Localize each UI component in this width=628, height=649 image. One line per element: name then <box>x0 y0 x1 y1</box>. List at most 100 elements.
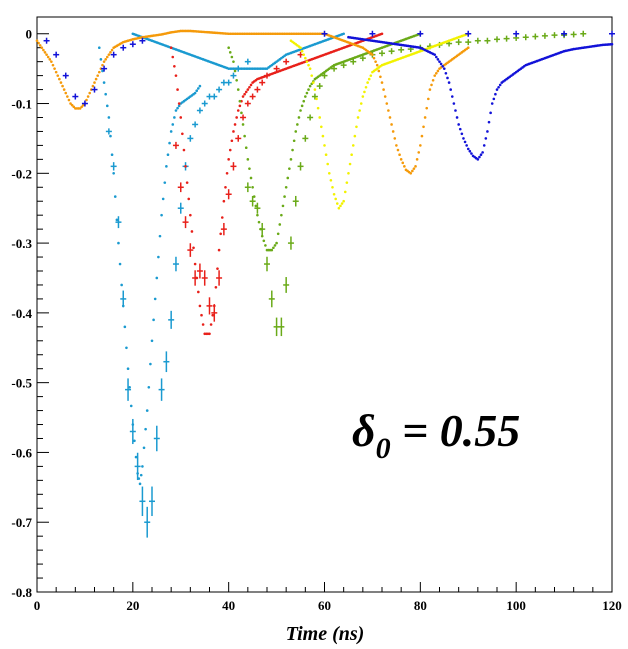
sim-point <box>382 88 385 91</box>
y-tick-label: -0.6 <box>11 445 32 460</box>
sim-point <box>112 172 115 175</box>
sim-point <box>145 409 149 412</box>
sim-point <box>99 58 103 61</box>
sim-point <box>42 48 45 52</box>
sim-point <box>463 140 467 144</box>
sim-point <box>97 70 101 74</box>
sim-point <box>82 103 85 107</box>
sim-point <box>359 102 363 105</box>
sim-point <box>316 106 320 110</box>
sim-point <box>320 125 323 129</box>
sim-point <box>94 77 98 81</box>
sim-point <box>67 98 71 102</box>
sim-point <box>476 158 480 161</box>
sim-point <box>478 155 481 159</box>
sim-point <box>225 172 229 175</box>
sim-point <box>307 63 310 67</box>
sim-point <box>423 116 427 119</box>
sim-point <box>93 81 96 84</box>
sim-point <box>449 88 452 91</box>
sim-point <box>160 213 163 217</box>
sim-point <box>51 63 55 67</box>
sim-point <box>37 41 40 45</box>
sim-point <box>312 81 315 84</box>
x-tick-label: 80 <box>414 598 427 613</box>
sim-point <box>375 63 379 67</box>
sim-point <box>264 244 267 247</box>
sim-point <box>498 83 502 87</box>
sim-point <box>444 71 448 75</box>
sim-point <box>460 132 464 136</box>
sim-point <box>486 130 489 133</box>
sim-point <box>187 197 191 201</box>
sim-point <box>377 69 381 73</box>
sim-point <box>177 102 181 105</box>
sim-point <box>248 85 251 89</box>
sim-point <box>184 165 187 168</box>
sim-point <box>272 246 275 250</box>
sim-point <box>465 144 468 147</box>
sim-point <box>185 181 189 184</box>
sim-point <box>56 74 60 77</box>
sim-point <box>251 185 254 189</box>
sim-point <box>291 148 294 152</box>
sim-point <box>436 69 440 73</box>
sim-point <box>610 42 614 46</box>
sim-point <box>342 199 345 203</box>
sim-point <box>243 134 246 138</box>
sim-point <box>390 123 393 126</box>
sim-point <box>313 88 317 91</box>
sim-point <box>123 325 127 329</box>
sim-point <box>173 65 176 68</box>
series-3 <box>172 51 304 322</box>
sim-point <box>230 55 234 59</box>
sim-point <box>329 178 333 182</box>
sim-point <box>125 346 128 350</box>
sim-point <box>244 90 248 94</box>
sim-point <box>462 137 465 140</box>
sim-point <box>147 386 151 389</box>
sim-point <box>195 89 199 93</box>
sim-point <box>457 123 460 126</box>
sim-point <box>149 362 152 366</box>
sim-point <box>174 74 178 77</box>
sim-point <box>412 167 416 170</box>
sim-point <box>104 58 107 61</box>
sim-point <box>244 146 248 150</box>
sim-point <box>144 427 147 431</box>
sim-point <box>270 248 274 252</box>
sim-point <box>211 313 214 317</box>
sim-point <box>43 51 47 54</box>
sim-point <box>153 297 157 301</box>
sim-point <box>435 71 438 75</box>
sim-point <box>481 151 484 154</box>
sim-point <box>177 104 181 108</box>
y-tick-label: -0.7 <box>11 515 32 530</box>
sim-point <box>454 109 457 112</box>
sim-point <box>371 53 374 56</box>
x-tick-label: 120 <box>602 598 622 613</box>
sim-point <box>64 91 68 95</box>
sim-point <box>171 123 175 126</box>
sim-point <box>192 246 195 250</box>
sim-point <box>396 148 400 152</box>
sim-point <box>248 167 251 170</box>
y-tick-label: 0 <box>26 27 33 42</box>
sim-point <box>150 339 154 343</box>
sim-point <box>102 60 106 63</box>
sim-point <box>115 218 119 222</box>
sim-point <box>179 116 183 119</box>
sim-point <box>302 99 306 103</box>
sim-point <box>436 58 440 61</box>
sim-point <box>198 84 202 88</box>
sim-point <box>59 81 63 84</box>
sim-point <box>46 55 50 59</box>
sim-point <box>217 248 221 252</box>
sim-point <box>208 332 211 336</box>
sim-point <box>308 67 312 70</box>
sim-point <box>88 91 92 95</box>
sim-point <box>296 123 299 126</box>
sim-point <box>61 84 64 88</box>
sim-point <box>230 139 234 143</box>
series-8 <box>347 35 614 161</box>
